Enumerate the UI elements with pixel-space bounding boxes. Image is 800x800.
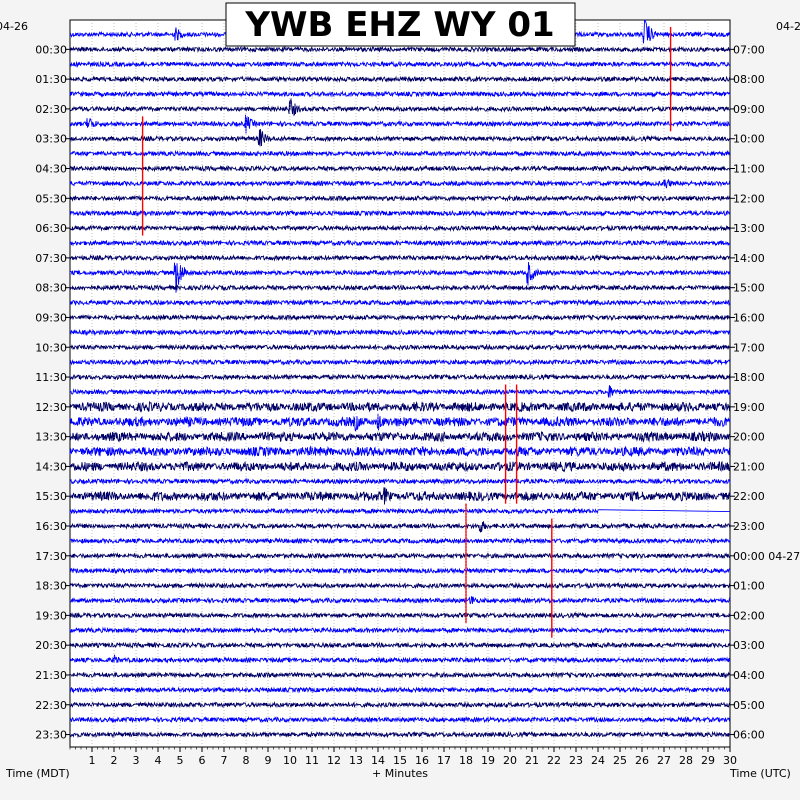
trace-line <box>69 460 731 473</box>
right-time-label: 03:00 <box>733 639 765 652</box>
x-tick-label: 10 <box>283 754 297 767</box>
left-time-label: 18:30 <box>35 580 67 593</box>
right-time-label: 04:00 <box>733 669 765 682</box>
x-tick-label: 14 <box>371 754 385 767</box>
left-time-label: 13:30 <box>35 431 67 444</box>
right-time-label: 21:00 <box>733 460 765 473</box>
right-time-label: 02:00 <box>733 609 765 622</box>
right-time-label: 19:00 <box>733 401 765 414</box>
left-time-label: 10:30 <box>35 341 67 354</box>
right-time-label: 09:00 <box>733 103 765 116</box>
left-time-label: 06:30 <box>35 222 67 235</box>
left-time-label: 04:30 <box>35 163 67 176</box>
trace-line <box>69 730 731 739</box>
right-time-label: 14:00 <box>733 252 765 265</box>
right-time-label: 12:00 <box>733 192 765 205</box>
left-time-label: 02:30 <box>35 103 67 116</box>
trace-line <box>69 298 731 307</box>
left-time-label: 00:30 <box>35 43 67 56</box>
right-time-label: 00:00 04-27 <box>733 550 800 563</box>
left-time-label: 19:30 <box>35 609 67 622</box>
x-tick-label: 16 <box>415 754 429 767</box>
left-time-label: 12:30 <box>35 401 67 414</box>
trace-line <box>69 129 731 147</box>
x-tick-label: 20 <box>503 754 517 767</box>
left-time-label: 07:30 <box>35 252 67 265</box>
x-tick-label: 26 <box>635 754 649 767</box>
x-tick-label: 22 <box>547 754 561 767</box>
x-tick-label: 8 <box>243 754 250 767</box>
left-time-label: 05:30 <box>35 192 67 205</box>
left-date-label: 04-26 <box>0 20 28 33</box>
x-tick-label: 30 <box>723 754 737 767</box>
trace-line <box>69 671 731 679</box>
x-tick-label: 24 <box>591 754 605 767</box>
right-time-label: 11:00 <box>733 163 765 176</box>
right-time-label: 06:00 <box>733 729 765 742</box>
x-tick-label: 2 <box>111 754 118 767</box>
x-tick-label: 21 <box>525 754 539 767</box>
left-time-label: 22:30 <box>35 699 67 712</box>
x-tick-label: 13 <box>349 754 363 767</box>
right-time-label: 05:00 <box>733 699 765 712</box>
x-tick-label: 23 <box>569 754 583 767</box>
x-tick-label: 17 <box>437 754 451 767</box>
trace-line <box>69 283 731 292</box>
title-box <box>225 2 576 47</box>
right-time-label: 01:00 <box>733 580 765 593</box>
left-time-label: 14:30 <box>35 460 67 473</box>
left-time-label: 08:30 <box>35 282 67 295</box>
x-label-center: + Minutes <box>372 767 428 780</box>
trace-line <box>69 487 731 505</box>
x-tick-label: 25 <box>613 754 627 767</box>
x-axis-ticks: 1 2 3 4 5 6 7 8 9 10 11 12 13 14 15 16 17 18 19 20 21 22 23 24 2… <box>69 20 737 767</box>
left-time-label: 09:30 <box>35 311 67 324</box>
x-label-left: Time (MDT) <box>5 767 70 780</box>
trace-line <box>69 358 731 366</box>
x-tick-label: 6 <box>199 754 206 767</box>
left-time-label: 23:30 <box>35 729 67 742</box>
left-time-label: 20:30 <box>35 639 67 652</box>
right-time-label: 07:00 <box>733 43 765 56</box>
x-tick-label: 19 <box>481 754 495 767</box>
x-tick-label: 28 <box>679 754 693 767</box>
x-tick-label: 15 <box>393 754 407 767</box>
right-time-label: 16:00 <box>733 311 765 324</box>
right-time-label: 17:00 <box>733 341 765 354</box>
right-time-label: 13:00 <box>733 222 765 235</box>
x-label-right: Time (UTC) <box>729 767 791 780</box>
left-time-label: 17:30 <box>35 550 67 563</box>
trace-line <box>69 385 731 398</box>
x-tick-label: 18 <box>459 754 473 767</box>
left-time-label: 21:30 <box>35 669 67 682</box>
x-tick-label: 1 <box>89 754 96 767</box>
right-time-label: 18:00 <box>733 371 765 384</box>
right-time-label: 15:00 <box>733 282 765 295</box>
right-time-label: 20:00 <box>733 431 765 444</box>
right-date-label: 04-26 <box>776 20 800 33</box>
x-tick-label: 29 <box>701 754 715 767</box>
right-time-label: 23:00 <box>733 520 765 533</box>
x-tick-label: 9 <box>265 754 272 767</box>
x-tick-label: 27 <box>657 754 671 767</box>
right-time-label: 08:00 <box>733 73 765 86</box>
left-time-label: 03:30 <box>35 133 67 146</box>
x-tick-label: 3 <box>133 754 140 767</box>
trace-line <box>69 641 731 649</box>
right-time-label: 22:00 <box>733 490 765 503</box>
right-time-labels: 07:00 08:00 09:00 10:00 11:00 12:00 13:00 14:00… <box>730 43 800 742</box>
x-tick-label: 5 <box>177 754 184 767</box>
left-time-label: 01:30 <box>35 73 67 86</box>
left-time-label: 16:30 <box>35 520 67 533</box>
left-time-label: 11:30 <box>35 371 67 384</box>
chart-title: YWB EHZ WY 01 <box>244 5 554 45</box>
x-tick-label: 12 <box>327 754 341 767</box>
x-tick-label: 4 <box>155 754 162 767</box>
x-tick-label: 11 <box>305 754 319 767</box>
right-time-label: 10:00 <box>733 133 765 146</box>
left-time-labels: 00:30 01:30 02:30 03:30 04:30 05:30 06:30 07:30… <box>35 43 70 742</box>
x-tick-label: 7 <box>221 754 228 767</box>
left-time-label: 15:30 <box>35 490 67 503</box>
